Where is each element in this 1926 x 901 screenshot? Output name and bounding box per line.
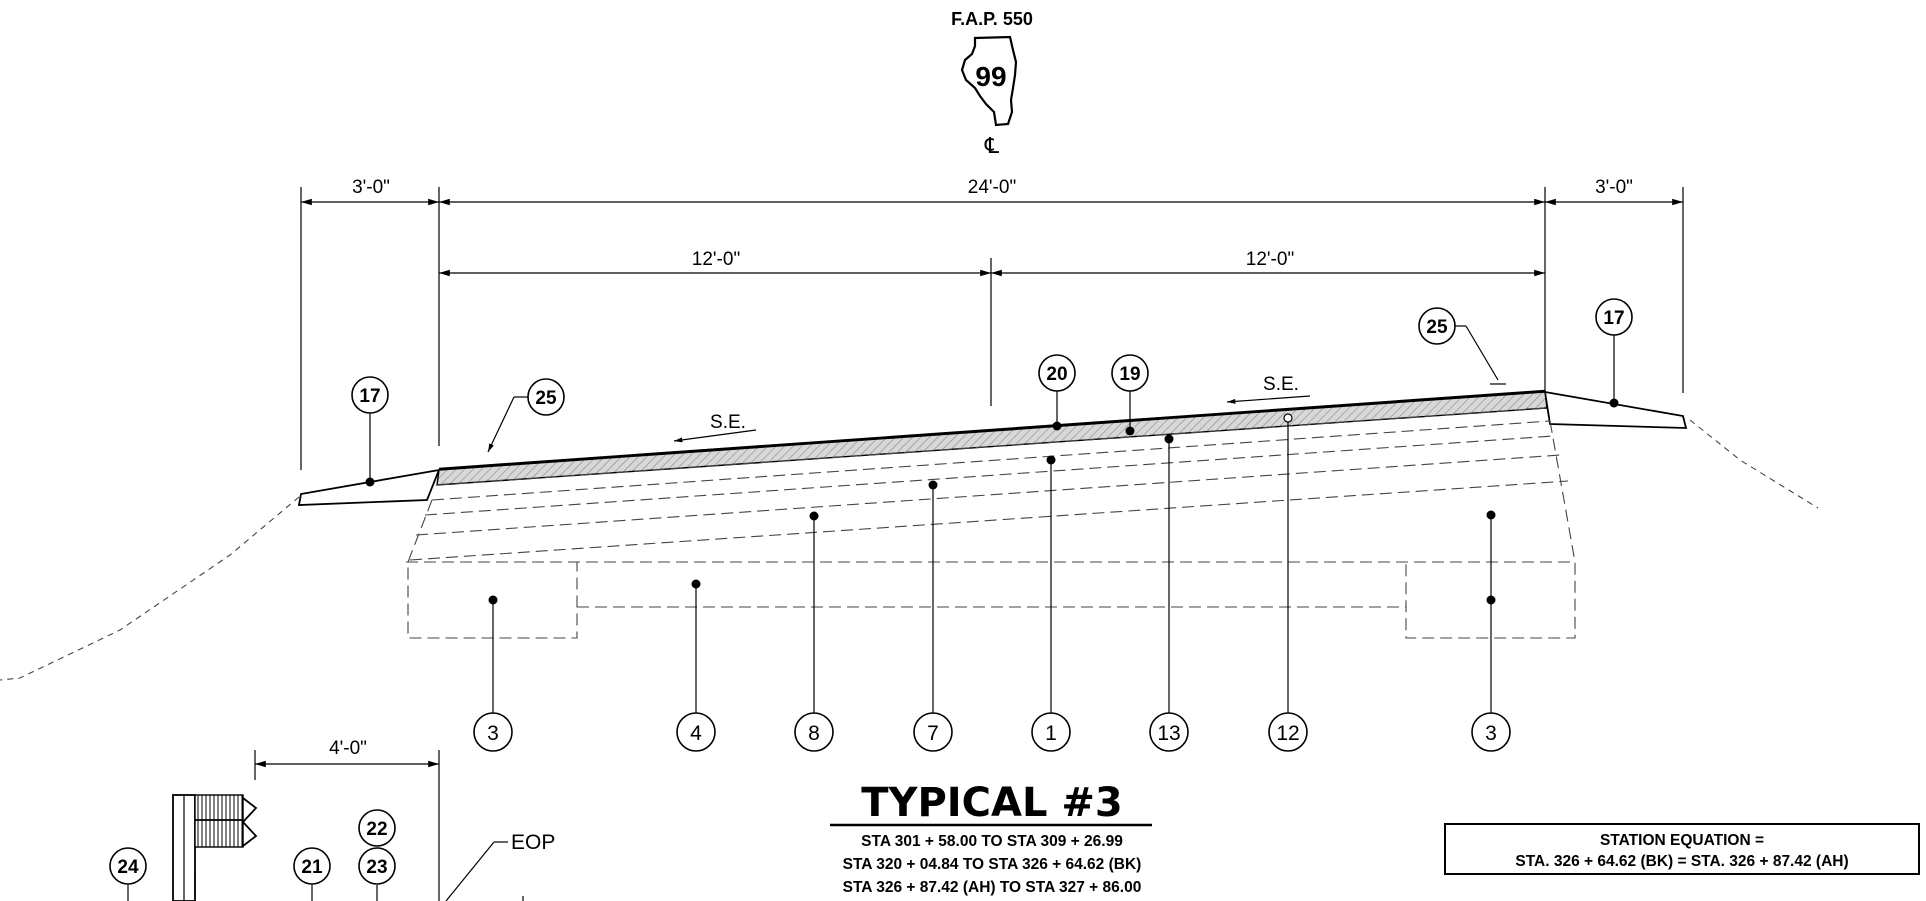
route-marker: F.A.P. 550 99 ℄ — [951, 9, 1033, 158]
callout-4: 4 — [690, 722, 702, 745]
callout-8: 8 — [808, 722, 820, 745]
callout-circle — [351, 376, 389, 414]
dim-right-shoulder: 3'-0" — [1595, 177, 1633, 198]
callout-circle — [1111, 354, 1149, 392]
callout-17-left: 17 — [359, 386, 380, 407]
callout-21: 21 — [301, 857, 323, 878]
dim-left-shoulder: 3'-0" — [352, 177, 390, 198]
eop-label: EOP — [511, 831, 555, 854]
dim-right-lane: 12'-0" — [1246, 249, 1294, 270]
guardrail-detail: 4'-0" 24 21 22 23 EOP — [109, 738, 555, 901]
centerline-symbol: ℄ — [984, 133, 1000, 158]
illinois-state-outline-icon — [960, 35, 1018, 127]
callout-circle — [1038, 354, 1076, 392]
callout-12: 12 — [1276, 722, 1299, 745]
station-range-2: STA 320 + 04.84 TO STA 326 + 64.62 (BK) — [843, 856, 1142, 873]
callout-circle — [1595, 298, 1633, 336]
fap-label: F.A.P. 550 — [951, 9, 1033, 29]
callout-25-left: 25 — [535, 388, 557, 409]
route-number: 99 — [975, 61, 1006, 92]
callout-1: 1 — [1045, 722, 1057, 745]
callout-3-left: 3 — [487, 722, 499, 745]
callout-circle — [1418, 307, 1456, 345]
section-title: TYPICAL #3 — [861, 780, 1123, 826]
callout-25-right: 25 — [1426, 317, 1448, 338]
callout-20: 20 — [1046, 364, 1067, 385]
title-block: TYPICAL #3 STA 301 + 58.00 TO STA 309 + … — [830, 780, 1152, 896]
dim-pavement: 24'-0" — [968, 177, 1016, 198]
station-range-3: STA 326 + 87.42 (AH) TO STA 327 + 86.00 — [843, 879, 1142, 896]
callout-17-right: 17 — [1603, 308, 1624, 329]
station-equation-box: STATION EQUATION = STA. 326 + 64.62 (BK)… — [1444, 823, 1920, 875]
callout-3-right: 3 — [1485, 722, 1497, 745]
callout-19: 19 — [1119, 364, 1140, 385]
station-range-1: STA 301 + 58.00 TO STA 309 + 26.99 — [861, 833, 1123, 850]
roadway-cross-section — [0, 389, 1819, 681]
dim-left-lane: 12'-0" — [692, 249, 740, 270]
se-label-right: S.E. — [1263, 374, 1299, 395]
callout-24: 24 — [117, 857, 139, 878]
dim-detail-width: 4'-0" — [329, 738, 367, 759]
callout-7: 7 — [927, 722, 939, 745]
callout-circle — [527, 378, 565, 416]
dimension-strings: 3'-0" 24'-0" 3'-0" 12'-0" 12'-0" — [300, 177, 1684, 470]
callout-13: 13 — [1157, 722, 1180, 745]
bottom-callouts: 3 4 8 7 1 13 12 3 — [473, 413, 1511, 752]
station-equation-value: STA. 326 + 64.62 (BK) = STA. 326 + 87.42… — [1515, 853, 1848, 870]
top-callouts: 17 25 20 19 25 17 S.E. S.E. — [351, 298, 1633, 487]
callout-22: 22 — [366, 819, 387, 840]
se-label-left: S.E. — [710, 412, 746, 433]
station-equation-heading: STATION EQUATION = — [1600, 832, 1764, 849]
callout-23: 23 — [366, 857, 387, 878]
